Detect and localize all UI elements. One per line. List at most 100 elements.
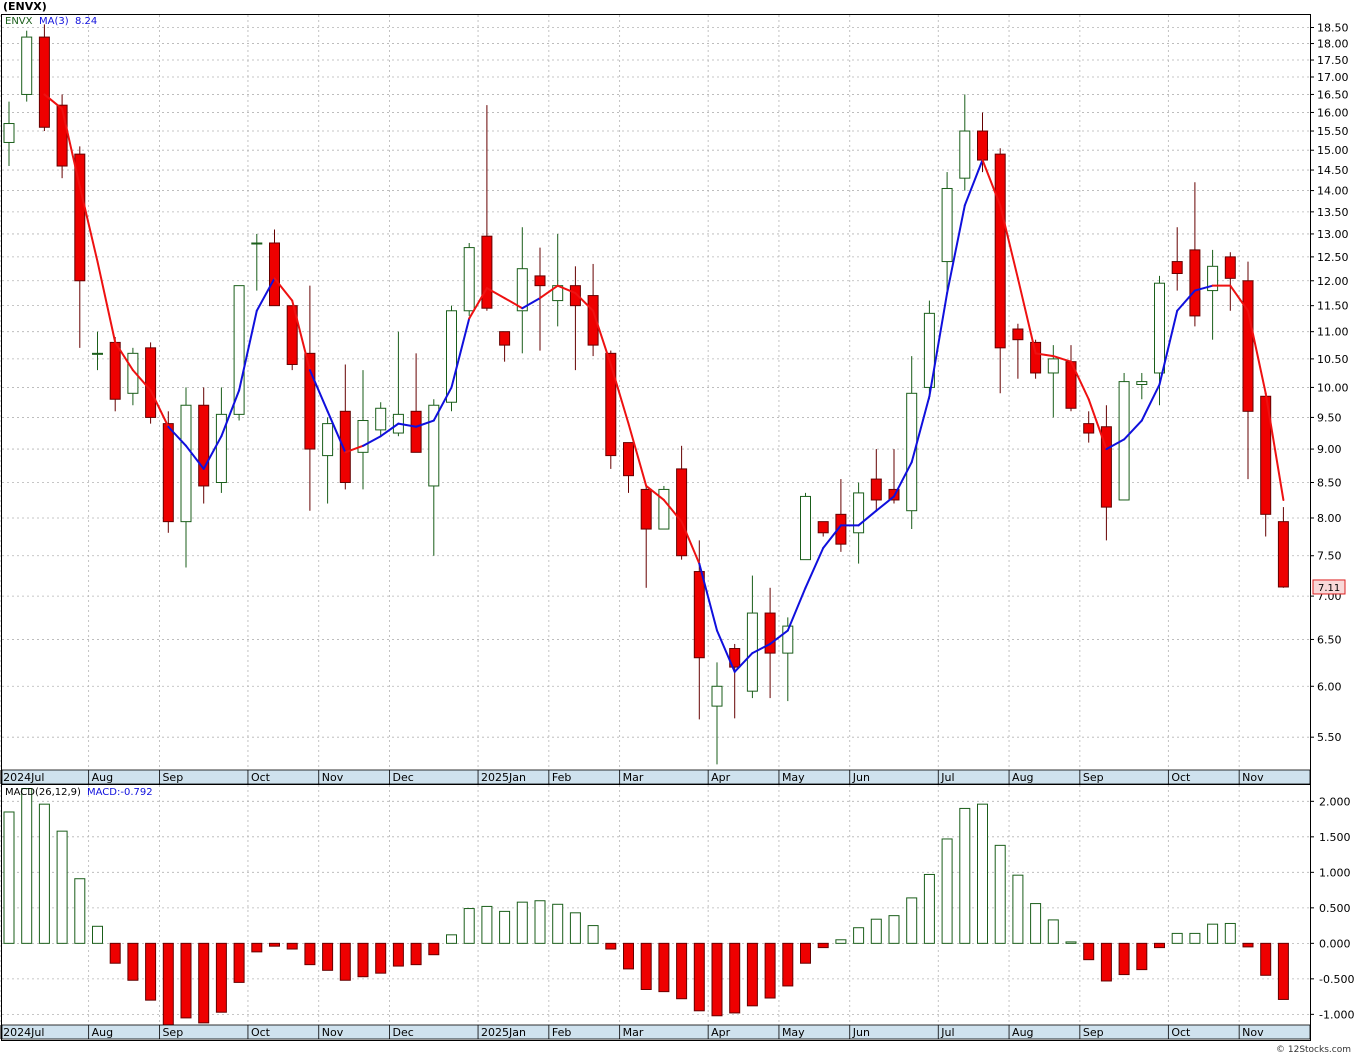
macd-bar-negative — [1154, 942, 1165, 949]
ma3-segment — [822, 524, 842, 549]
candle-down — [569, 285, 581, 307]
candle-up — [375, 407, 387, 431]
macd-bar-positive — [552, 903, 564, 944]
ma3-segment — [539, 284, 559, 300]
macd-tick-label: 0.500 — [1319, 902, 1351, 915]
ma3-segment — [1123, 419, 1143, 441]
price-month-label: 2025Jan — [481, 771, 526, 784]
macd-bar-negative — [251, 942, 263, 953]
legend-ma: MA(3) — [39, 16, 69, 27]
price-month-label: Aug — [92, 771, 113, 784]
macd-bar-positive — [516, 901, 528, 944]
ma3-segment — [131, 369, 152, 392]
macd-month-label: Sep — [1083, 1026, 1104, 1039]
ma3-segment — [1176, 289, 1196, 312]
ma3-segment — [521, 297, 541, 310]
price-month-label: Apr — [711, 771, 731, 784]
ma3-segment — [397, 422, 418, 428]
candle-down — [109, 341, 121, 400]
macd-bar-positive — [923, 873, 935, 944]
macd-bar-negative — [1083, 942, 1095, 961]
ma3-segment — [946, 204, 966, 295]
macd-bar-negative — [286, 942, 298, 950]
candle-up — [1154, 282, 1165, 374]
macd-bar-negative — [782, 942, 794, 987]
candle-up — [180, 404, 192, 523]
ma3-segment — [910, 395, 931, 464]
candle-up — [357, 420, 369, 453]
ma3-segment — [963, 159, 984, 207]
last-price-badge — [1312, 579, 1346, 595]
ma3-segment — [185, 444, 205, 470]
macd-grid — [0, 785, 1310, 1025]
price-tick-label: 10.50 — [1317, 353, 1349, 366]
candle-down — [1189, 249, 1201, 317]
ma3-segment — [698, 562, 718, 632]
price-tick-label: 8.50 — [1317, 477, 1342, 490]
ma3-segment — [1264, 392, 1285, 501]
price-tick-label: 17.00 — [1317, 71, 1349, 84]
ma3-segment — [769, 629, 789, 645]
price-tick-label: 13.00 — [1317, 228, 1349, 241]
ma3-segment — [291, 299, 311, 372]
candle-down — [534, 275, 546, 287]
candle-down — [1012, 328, 1024, 341]
price-tick-label: 16.00 — [1317, 106, 1349, 119]
price-tick-label: 9.50 — [1317, 411, 1342, 424]
macd-bar-positive — [941, 838, 953, 944]
candle-up — [446, 310, 457, 403]
price-month-label: May — [782, 771, 805, 784]
macd-bar-positive — [38, 803, 50, 944]
candle-down — [198, 404, 210, 487]
price-tick-label: 5.50 — [1317, 731, 1342, 744]
macd-month-label: Oct — [251, 1026, 271, 1039]
ma3-segment — [344, 444, 364, 454]
candle-down — [339, 410, 351, 484]
ma3-segment — [928, 292, 949, 398]
ma3-segment — [1229, 284, 1249, 312]
candle-down — [269, 242, 280, 307]
ma3-segment — [468, 287, 488, 320]
candle-down — [587, 295, 599, 346]
ma3-segment — [485, 287, 506, 300]
ma3-segment — [733, 652, 754, 673]
legend-ma-value: 8.24 — [75, 16, 97, 27]
macd-bar-positive — [1207, 923, 1219, 944]
price-month-label: Oct — [1171, 771, 1191, 784]
ma3-segment — [202, 435, 223, 470]
macd-legend-label: MACD(26,12,9) — [5, 787, 81, 798]
macd-bar-negative — [198, 942, 210, 1024]
candle-down — [410, 410, 422, 453]
ma3-segment — [645, 484, 665, 501]
macd-bar-negative — [800, 942, 811, 964]
ma3-segment — [238, 309, 258, 392]
macd-bar-positive — [853, 927, 865, 944]
candle-down — [693, 571, 705, 659]
candle-up — [1118, 381, 1130, 501]
macd-bar-negative — [375, 942, 387, 974]
ma3-segment — [326, 410, 347, 454]
candle-up — [959, 130, 971, 179]
macd-bar-positive — [959, 807, 971, 944]
candle-down — [304, 352, 316, 450]
macd-bar-negative — [233, 942, 245, 983]
candle-down — [817, 521, 829, 534]
macd-bar-negative — [623, 942, 634, 970]
macd-bar-positive — [481, 905, 493, 944]
macd-bar-positive — [888, 915, 900, 944]
ma3-segment — [804, 546, 825, 589]
ma3-segment — [1140, 383, 1161, 422]
macd-bar-negative — [711, 942, 723, 1017]
ma3-segment — [432, 386, 453, 422]
ma3-segment — [96, 260, 117, 344]
macd-bar-negative — [676, 942, 688, 1000]
candle-up — [658, 488, 670, 530]
price-x-axis: 2024Jul Aug Sep Oct Nov Dec 2025Jan Feb Mar Apr Ma… — [0, 770, 1264, 784]
ma3-segment — [751, 642, 772, 655]
ma3-segment — [1158, 309, 1179, 386]
macd-bar-negative — [127, 942, 139, 981]
macd-month-label: Apr — [711, 1026, 731, 1039]
macd-panel — [1, 784, 1311, 1041]
candle-down — [1171, 261, 1183, 274]
